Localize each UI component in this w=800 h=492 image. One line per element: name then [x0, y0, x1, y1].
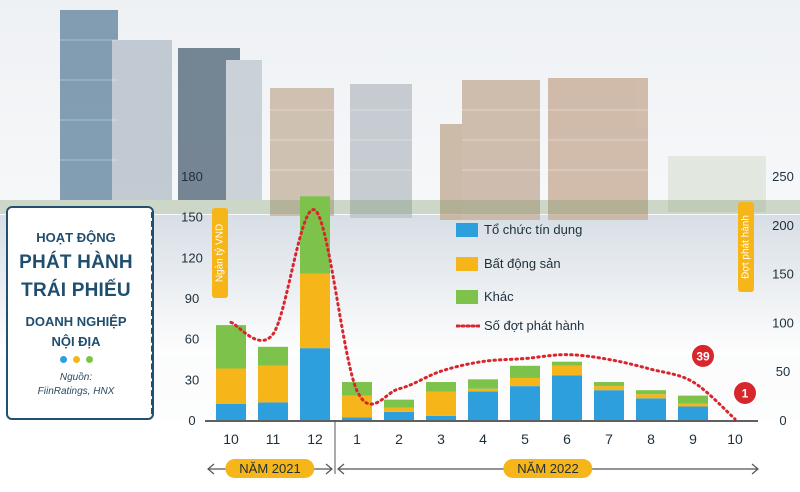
y-tick-left: 30	[185, 372, 199, 387]
panel-title-line-5: NỘI ĐỊA	[51, 334, 101, 349]
y-tick-left: 90	[185, 291, 199, 306]
bar-segment	[594, 382, 624, 387]
year-bracket-2022-arrow-right	[751, 463, 759, 475]
panel-title-line-4: DOANH NGHIỆP	[25, 314, 127, 329]
bar-segment	[216, 368, 246, 404]
x-tick-label: 11	[266, 431, 281, 447]
y-tick-left: 0	[188, 413, 195, 428]
x-tick-label: 7	[605, 431, 613, 447]
legend-dot-yellow	[73, 356, 80, 363]
panel-title-line-2: PHÁT HÀNH	[19, 252, 133, 273]
source-label: Nguồn:	[59, 372, 93, 383]
annotation-label: 39	[696, 349, 710, 363]
bar-segment	[342, 395, 372, 418]
bar-segment	[426, 382, 456, 392]
bar-segment	[552, 375, 582, 420]
bar-segment	[552, 361, 582, 366]
source-value: FiinRatings, HNX	[37, 386, 115, 397]
year-bracket-2021-arrow-left	[207, 463, 215, 475]
bar-segment	[468, 379, 498, 389]
panel-title-line-3: TRÁI PHIẾU	[21, 280, 131, 301]
y-tick-left: 120	[181, 250, 203, 265]
legend-dot-green	[86, 356, 93, 363]
bar-segment	[384, 407, 414, 412]
y-tick-right: 150	[772, 267, 794, 282]
x-tick-label: 4	[479, 431, 487, 447]
legend-label: Số đợt phát hành	[484, 318, 585, 333]
bar-segment	[426, 391, 456, 416]
bar-segment	[468, 388, 498, 392]
bar-segment	[594, 386, 624, 391]
bar-segment	[678, 406, 708, 420]
bar-segment	[342, 417, 372, 420]
y-tick-right: 250	[772, 169, 794, 184]
y-tick-left: 180	[181, 169, 203, 184]
legend-dotted-line	[456, 324, 480, 328]
x-tick-label: 6	[563, 431, 571, 447]
year-bracket-2021-arrow-right	[325, 463, 333, 475]
bar-segment	[258, 402, 288, 420]
bar-segment	[594, 390, 624, 420]
y-tick-left: 150	[181, 210, 203, 225]
x-tick-label: 9	[689, 431, 697, 447]
year-bracket-2022-arrow-left	[337, 463, 345, 475]
x-tick-label: 2	[395, 431, 403, 447]
bar-segment	[216, 325, 246, 369]
x-tick-label: 10	[223, 431, 239, 447]
bar-segment	[384, 399, 414, 408]
y-tick-right: 100	[772, 315, 794, 330]
legend-label: Bất động sản	[484, 256, 561, 271]
legend-swatch-yellow	[456, 257, 478, 271]
y-tick-right: 0	[779, 413, 786, 428]
bar-segment	[510, 377, 540, 387]
year-label-2022: NĂM 2022	[503, 459, 593, 478]
panel-title-line-1: HOẠT ĐỘNG	[36, 230, 116, 245]
bar-segment	[636, 398, 666, 420]
legend-swatch-blue	[456, 223, 478, 237]
y-tick-right: 50	[776, 364, 790, 379]
bar-segment	[552, 365, 582, 376]
bar-segment	[300, 348, 330, 420]
bar-segment	[300, 273, 330, 349]
bar-segment	[636, 390, 666, 395]
legend-label: Khác	[484, 289, 514, 304]
y-axis-left-label-tag: Ngàn tỷ VND	[212, 208, 228, 298]
x-tick-label: 12	[307, 431, 323, 447]
x-tick-label: 5	[521, 431, 529, 447]
x-tick-label: 1	[353, 431, 361, 447]
bar-segment	[678, 403, 708, 407]
year-group-2021: NĂM 2021	[208, 458, 332, 480]
legend-swatch-green	[456, 290, 478, 304]
x-tick-label: 10	[727, 431, 743, 447]
x-tick-label: 3	[437, 431, 445, 447]
x-tick-label: 8	[647, 431, 655, 447]
bar-segment	[216, 403, 246, 420]
legend-dot-blue	[60, 356, 67, 363]
bar-segment	[468, 391, 498, 420]
y-axis-right-label-tag: Đợt phát hành	[738, 202, 754, 292]
annotation-badge	[690, 342, 716, 369]
bar-segment	[678, 395, 708, 404]
bar-segment	[510, 365, 540, 378]
y-tick-left: 60	[185, 332, 199, 347]
bar-segment	[636, 394, 666, 399]
bar-segment	[258, 365, 288, 403]
bar-segment	[384, 411, 414, 420]
year-label-2021: NĂM 2021	[225, 459, 315, 478]
bar-segment	[426, 415, 456, 420]
title-panel: HOẠT ĐỘNG PHÁT HÀNH TRÁI PHIẾU DOANH NGH…	[6, 206, 154, 420]
legend-label: Tổ chức tín dụng	[484, 222, 583, 237]
y-tick-right: 200	[772, 218, 794, 233]
year-group-2022: NĂM 2022	[338, 458, 758, 480]
annotation-label: 1	[742, 387, 749, 401]
bar-segment	[510, 386, 540, 420]
bar-segment	[258, 346, 288, 366]
annotation-badge	[732, 380, 758, 407]
